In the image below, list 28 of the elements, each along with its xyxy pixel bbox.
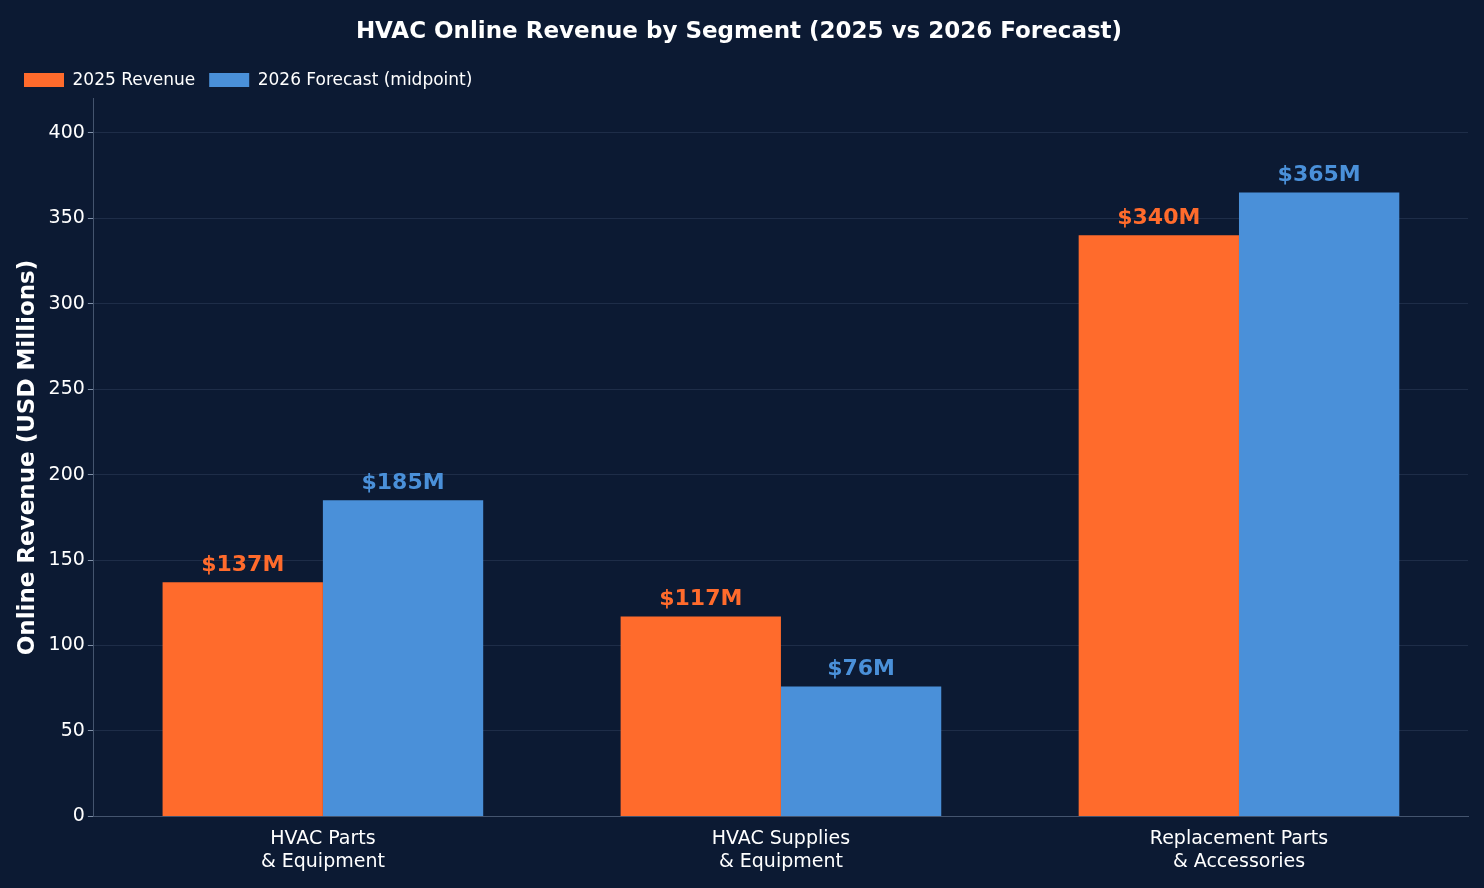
bar bbox=[780, 686, 942, 816]
y-tick-label: 250 bbox=[48, 376, 85, 399]
bar bbox=[1238, 192, 1400, 816]
y-tick-label: 0 bbox=[72, 803, 85, 826]
y-tick-label: 200 bbox=[48, 461, 85, 484]
data-label: $185M bbox=[361, 468, 445, 494]
data-label: $117M bbox=[659, 585, 743, 611]
data-label: $137M bbox=[201, 550, 285, 576]
y-tick-label: 100 bbox=[48, 632, 85, 655]
y-tick-label: 50 bbox=[60, 717, 85, 740]
y-tick-label: 350 bbox=[48, 205, 85, 228]
y-tick-label: 300 bbox=[48, 290, 85, 313]
data-label: $340M bbox=[1117, 204, 1201, 230]
legend-label: 2026 Forecast (midpoint) bbox=[257, 68, 473, 89]
legend-label: 2025 Revenue bbox=[72, 68, 196, 89]
bar bbox=[322, 500, 484, 816]
chart-title: HVAC Online Revenue by Segment (2025 vs 2026 Forecast) bbox=[355, 16, 1123, 43]
x-tick-label: HVAC Supplies & Equipment bbox=[711, 825, 851, 871]
x-tick-label: Replacement Parts & Accessories bbox=[1149, 825, 1329, 871]
bar bbox=[620, 616, 781, 816]
y-tick-label: 400 bbox=[48, 119, 85, 142]
y-tick-label: 150 bbox=[48, 546, 85, 569]
bar bbox=[1078, 235, 1239, 816]
x-tick-label: HVAC Parts & Equipment bbox=[260, 825, 385, 871]
data-label: $76M bbox=[827, 655, 895, 681]
data-label: $365M bbox=[1277, 161, 1361, 187]
bar bbox=[162, 582, 323, 816]
y-axis-title: Online Revenue (USD Millions) bbox=[12, 259, 39, 656]
